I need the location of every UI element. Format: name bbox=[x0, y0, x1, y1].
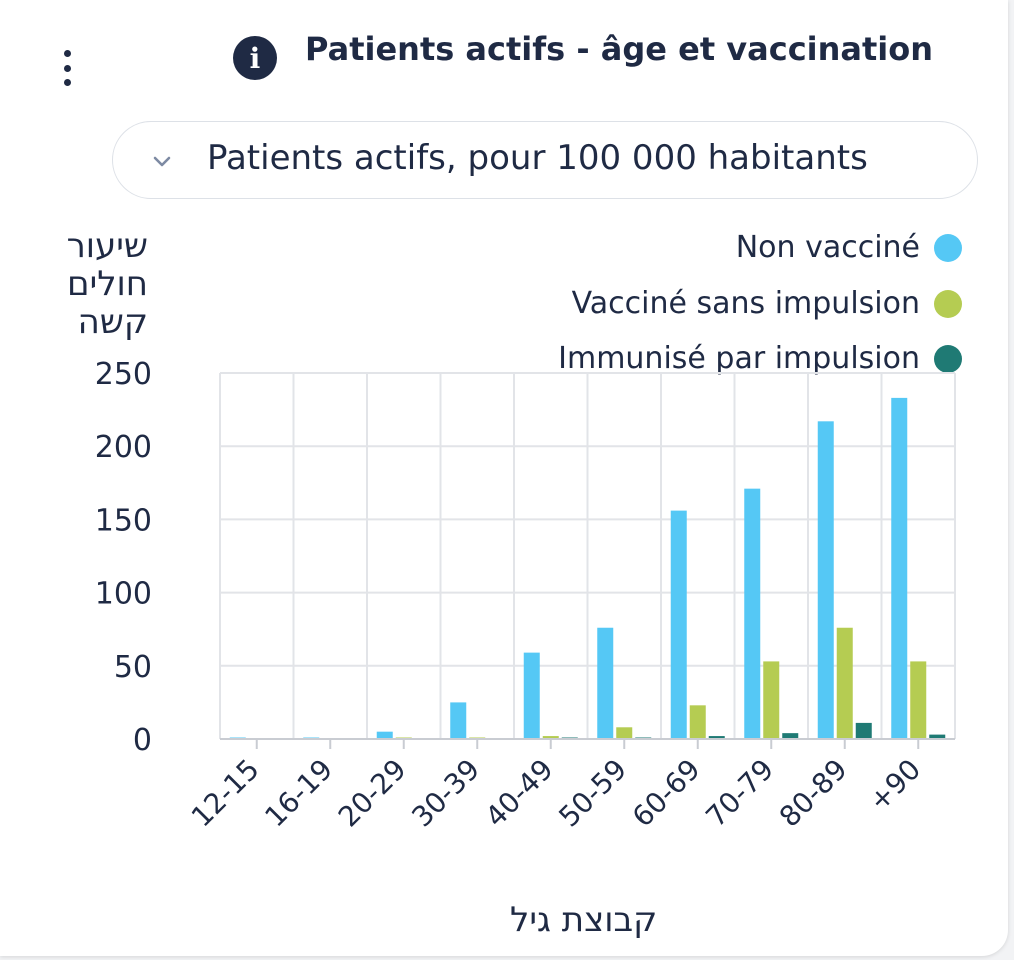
bar-50-59-series-2 bbox=[616, 727, 633, 739]
y-tick-label: 100 bbox=[95, 577, 152, 612]
y-tick-label: 200 bbox=[95, 430, 152, 465]
x-tick-label: 30-39 bbox=[405, 753, 486, 834]
y-tick-label: 150 bbox=[95, 503, 152, 538]
legend-item-immunise-par-impulsion[interactable]: Immunisé par impulsion bbox=[558, 341, 962, 376]
bar-70-79-series-3 bbox=[782, 733, 799, 739]
y-axis-label-line-2: חולים bbox=[67, 264, 148, 304]
y-tick-label: 250 bbox=[95, 357, 152, 392]
bar-40-49-series-2 bbox=[542, 736, 559, 739]
bar-60-69-series-1 bbox=[670, 510, 687, 739]
menu-dot bbox=[63, 64, 71, 72]
legend-swatch-non-vaccine bbox=[934, 233, 962, 262]
legend-label-non-vaccine: Non vacciné bbox=[735, 230, 920, 265]
legend-label-vaccine-sans-impulsion: Vacciné sans impulsion bbox=[571, 286, 920, 321]
bar-50-59-series-1 bbox=[597, 627, 614, 739]
x-tick-label: 60-69 bbox=[626, 753, 707, 834]
y-tick-label: 50 bbox=[114, 650, 152, 685]
bar-70-79-series-1 bbox=[744, 488, 761, 739]
y-tick-label: 0 bbox=[133, 723, 152, 758]
bar-60-69-series-2 bbox=[689, 705, 706, 739]
chart-title: Patients actifs - âge et vaccination bbox=[305, 30, 934, 68]
legend-swatch-vaccine-sans-impulsion bbox=[934, 289, 962, 318]
legend-item-non-vaccine[interactable]: Non vacciné bbox=[736, 230, 962, 265]
x-tick-label: 70-79 bbox=[699, 753, 780, 834]
legend-label-immunise-par-impulsion: Immunisé par impulsion bbox=[558, 341, 920, 376]
metric-dropdown[interactable]: Patients actifs, pour 100 000 habitants bbox=[112, 121, 978, 199]
bar-chart: 0 50 100 150 200 250 12-1516-1920-2930-3940-49… bbox=[95, 357, 956, 834]
bar-20-29-series-1 bbox=[376, 731, 393, 739]
kebab-menu-icon[interactable] bbox=[58, 50, 76, 86]
x-tick-label: 50-59 bbox=[552, 753, 633, 834]
bar-80-89-series-3 bbox=[855, 722, 872, 739]
x-tick-label: 20-29 bbox=[332, 753, 413, 834]
legend-swatch-immunise-par-impulsion bbox=[934, 344, 962, 373]
chevron-down-icon bbox=[153, 156, 171, 167]
bar-+90-series-1 bbox=[891, 397, 908, 739]
y-axis-label-line-1: שיעור bbox=[66, 226, 148, 266]
bar-70-79-series-2 bbox=[763, 661, 780, 739]
x-tick-label: +90 bbox=[862, 753, 927, 818]
bar-80-89-series-1 bbox=[817, 421, 834, 739]
bar-30-39-series-1 bbox=[450, 702, 467, 739]
x-tick-label: 16-19 bbox=[258, 753, 339, 834]
info-icon[interactable]: i bbox=[233, 36, 277, 80]
bar-40-49-series-1 bbox=[523, 652, 540, 739]
legend-item-vaccine-sans-impulsion[interactable]: Vacciné sans impulsion bbox=[572, 286, 962, 321]
x-tick-label: 80-89 bbox=[773, 753, 854, 834]
bar-+90-series-2 bbox=[910, 661, 927, 739]
dropdown-selected-value: Patients actifs, pour 100 000 habitants bbox=[207, 138, 868, 178]
bar-60-69-series-3 bbox=[708, 736, 725, 739]
y-axis-label-line-3: קשה bbox=[77, 302, 148, 342]
bar-80-89-series-2 bbox=[836, 627, 853, 739]
menu-dot bbox=[63, 79, 71, 86]
bar-+90-series-3 bbox=[929, 734, 946, 739]
x-tick-label: 40-49 bbox=[479, 753, 560, 834]
x-tick-label: 12-15 bbox=[185, 753, 266, 834]
menu-dot bbox=[63, 50, 71, 57]
x-axis-label: קבוצת גיל bbox=[510, 900, 658, 940]
